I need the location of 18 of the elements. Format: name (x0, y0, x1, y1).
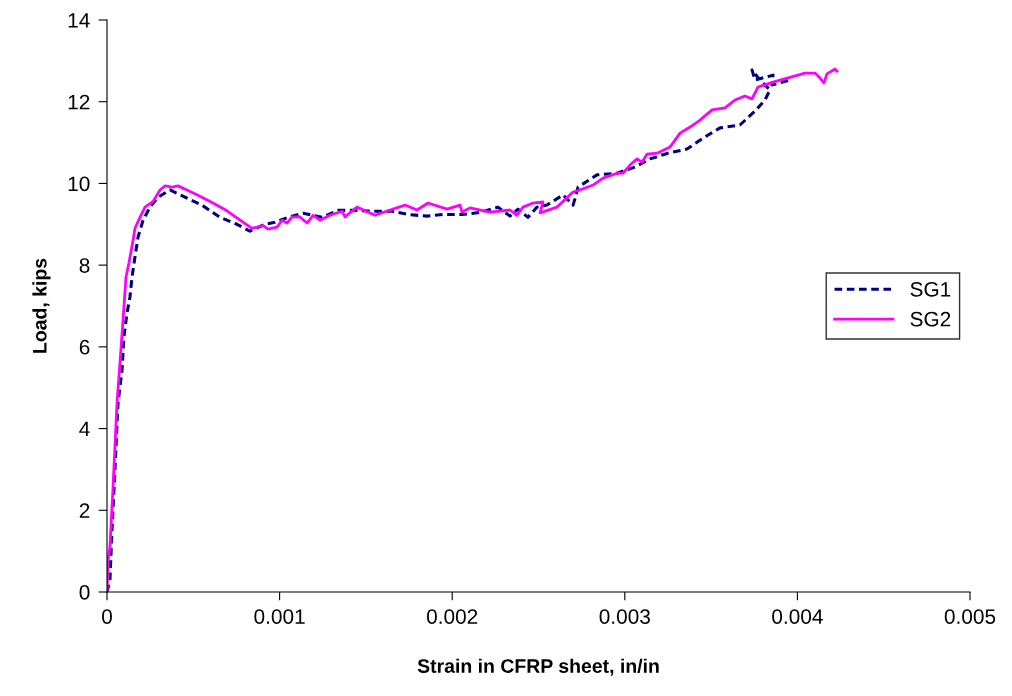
y-axis-title: Load, kips (32, 258, 51, 353)
y-tick-label: 12 (68, 94, 90, 110)
y-tick-label: 2 (79, 503, 90, 518)
legend-label: SG2 (910, 311, 951, 327)
y-tick-label: 0 (79, 585, 90, 600)
y-tick-label: 10 (68, 176, 90, 192)
legend-label: SG1 (910, 281, 951, 297)
x-tick-label: 0.004 (772, 609, 823, 624)
x-axis-title: Strain in CFRP sheet, in/in (417, 658, 659, 676)
x-tick-label: 0.003 (599, 609, 650, 624)
x-tick-label: 0 (102, 609, 112, 624)
x-tick-label: 0.005 (944, 609, 996, 624)
y-tick-label: 14 (68, 13, 90, 28)
y-tick-label: 6 (79, 339, 90, 355)
x-tick-label: 0.001 (254, 609, 305, 624)
y-tick-label: 4 (79, 421, 90, 437)
x-tick-label: 0.002 (426, 609, 478, 624)
y-tick-label: 8 (79, 258, 90, 273)
